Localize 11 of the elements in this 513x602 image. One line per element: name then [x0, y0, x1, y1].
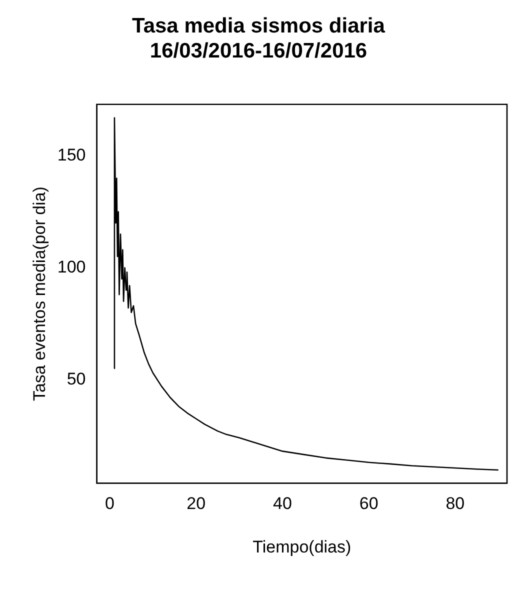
y-tick-label: 150: [57, 146, 86, 165]
x-axis-title: Tiempo(dias): [252, 537, 352, 556]
x-tick-label: 80: [446, 494, 465, 514]
x-tick-label: 60: [359, 494, 378, 514]
x-tick-label: 20: [186, 494, 206, 514]
y-tick-label: 50: [66, 369, 86, 388]
x-tick-label: 0: [104, 494, 114, 514]
y-axis-title: Tasa eventos media(por dia): [30, 186, 49, 402]
x-tick-label: 40: [272, 494, 292, 514]
y-tick-label: 100: [57, 257, 86, 276]
chart-title: Tasa media sismos diaria 16/03/2016-16/07/2016: [132, 14, 386, 63]
